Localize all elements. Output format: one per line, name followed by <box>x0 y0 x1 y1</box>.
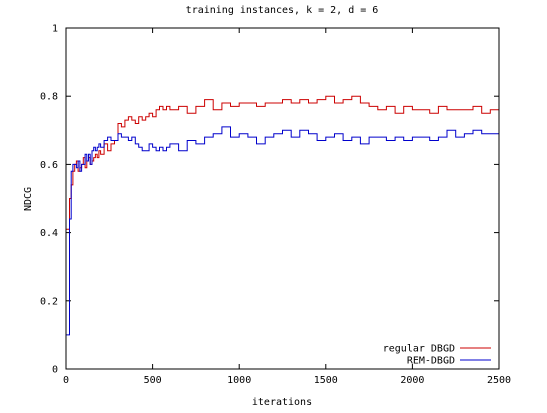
legend-label: regular DBGD <box>383 344 455 355</box>
axis-ticks: 0 500 1000 1500 2000 2500 0 0.2 0.4 0.6 0.8 1 <box>40 24 511 387</box>
y-tick-label: 0.2 <box>40 296 58 307</box>
legend-label: REM-DBGD <box>407 356 455 367</box>
x-tick-label: 500 <box>144 375 162 386</box>
chart-title: training instances, k = 2, d = 6 <box>186 5 379 16</box>
y-tick-label: 0.8 <box>40 92 58 103</box>
series-line-2 <box>66 127 499 335</box>
y-axis-label: NDCG <box>23 187 34 211</box>
x-axis-label: iterations <box>252 397 312 408</box>
y-tick-label: 1 <box>52 24 58 35</box>
series-layer <box>66 96 499 335</box>
x-tick-label: 1000 <box>227 375 251 386</box>
x-tick-label: 2000 <box>400 375 424 386</box>
plot-frame <box>66 28 499 369</box>
x-tick-label: 1500 <box>314 375 338 386</box>
y-tick-label: 0.4 <box>40 228 58 239</box>
y-tick-label: 0 <box>52 365 58 376</box>
series-line-1 <box>66 96 499 229</box>
x-tick-label: 0 <box>63 375 69 386</box>
x-tick-label: 2500 <box>487 375 511 386</box>
y-tick-label: 0.6 <box>40 160 58 171</box>
